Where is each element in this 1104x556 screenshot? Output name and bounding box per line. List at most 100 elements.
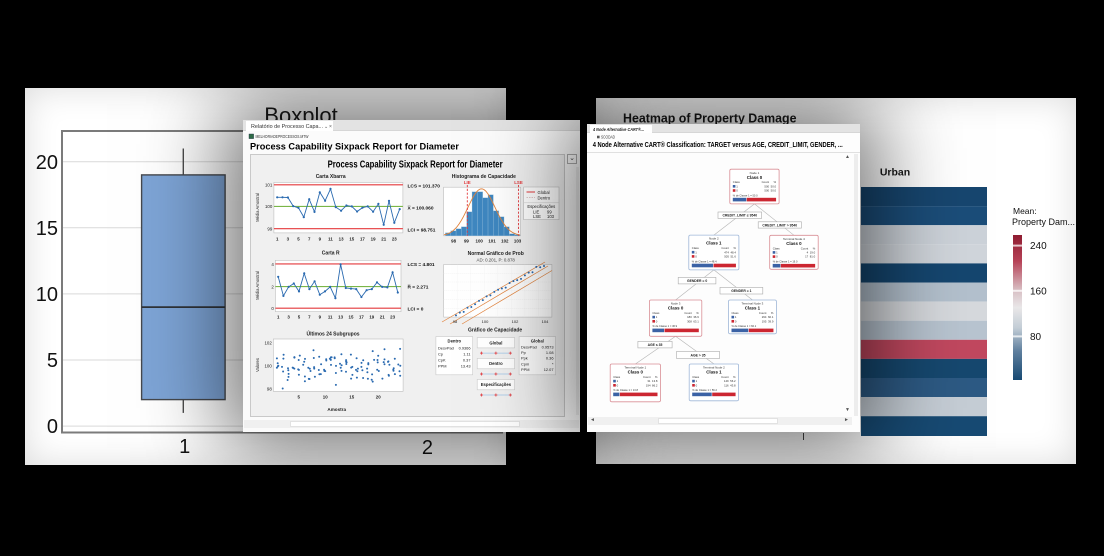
svg-text:17: 17 [805,255,809,259]
svg-text:1: 1 [776,251,778,255]
svg-text:PPM: PPM [438,364,446,369]
svg-text:AD: 0.201, P: 0.878: AD: 0.201, P: 0.878 [477,258,516,263]
svg-text:294: 294 [762,315,767,319]
svg-text:R̅ = 2.271: R̅ = 2.271 [407,284,429,291]
svg-text:308: 308 [687,319,692,323]
svg-text:1: 1 [277,315,280,320]
svg-text:0.9573: 0.9573 [542,345,554,350]
svg-text:Class 0: Class 0 [747,175,763,180]
svg-text:LIE: LIE [464,180,471,185]
svg-text:Dentro: Dentro [489,361,503,366]
svg-text:48.4: 48.4 [730,250,736,254]
svg-text:Terminal Node 3: Terminal Node 3 [741,302,763,306]
svg-text:4: 4 [807,251,809,255]
svg-text:Class 1: Class 1 [706,370,722,375]
svg-text:X̅ = 100.060: X̅ = 100.060 [407,204,434,211]
svg-text:CREDIT_LIMIT > 9540: CREDIT_LIMIT > 9540 [762,223,797,227]
svg-text:4: 4 [271,262,274,267]
svg-text:15: 15 [349,237,354,242]
svg-text:Node 1: Node 1 [750,171,760,175]
svg-text:Últimos 24 Subgrupos: Últimos 24 Subgrupos [306,331,359,338]
svg-text:Class 0: Class 0 [786,241,802,246]
svg-text:116: 116 [724,383,729,387]
svg-text:15: 15 [36,218,58,240]
svg-text:Count: Count [801,246,809,250]
svg-text:12.07: 12.07 [544,367,554,372]
svg-text:Process Capability Sixpack Rep: Process Capability Sixpack Report for Di… [250,142,460,152]
svg-text:Relatório de Processo Capa...: Relatório de Processo Capa... [251,124,323,130]
svg-text:%: % [774,180,777,184]
svg-text:0: 0 [656,319,658,323]
svg-text:Global: Global [531,339,544,344]
svg-text:0.36: 0.36 [546,356,554,361]
svg-text:1: 1 [736,184,738,188]
svg-text:160: 160 [1030,286,1047,297]
svg-text:Count: Count [721,246,729,250]
svg-text:240: 240 [1030,241,1047,252]
svg-text:Class 1: Class 1 [745,306,761,311]
svg-text:21: 21 [381,237,386,242]
svg-text:0: 0 [617,383,619,387]
svg-text:15: 15 [349,394,354,399]
svg-text:3: 3 [287,237,290,242]
svg-text:103: 103 [514,239,522,244]
svg-text:86.2: 86.2 [652,383,658,387]
svg-text:50.0: 50.0 [771,184,777,188]
svg-text:Ppk: Ppk [521,356,528,361]
svg-text:4 Node Alternative CART®...: 4 Node Alternative CART®... [592,127,644,132]
svg-text:%: % [733,246,736,250]
svg-text:1: 1 [735,315,737,319]
svg-text:13.8: 13.8 [652,379,658,383]
svg-text:Dentro: Dentro [538,195,551,200]
svg-text:Class: Class [692,375,700,379]
svg-text:% de Classe 1 = 60.1: % de Classe 1 = 60.1 [732,324,757,328]
svg-text:SCODAD: SCODAD [601,135,615,140]
svg-text:% de Classe 1 = 56.2: % de Classe 1 = 56.2 [692,388,717,392]
svg-text:101: 101 [265,183,273,188]
svg-text:7: 7 [308,237,311,242]
svg-text:Class: Class [732,311,740,315]
svg-text:101: 101 [488,239,496,244]
svg-text:Terminal Node 2: Terminal Node 2 [703,366,725,370]
svg-text:%: % [655,375,658,379]
svg-text:LCI = 0: LCI = 0 [408,307,424,313]
svg-text:100: 100 [476,239,484,244]
svg-text:0.9366: 0.9366 [459,346,471,351]
svg-text:36.9: 36.9 [693,315,699,319]
svg-text:Class: Class [733,180,741,184]
svg-text:13.43: 13.43 [461,364,471,369]
svg-text:DesvPad: DesvPad [438,346,454,351]
svg-text:% de Classe 1 = 13.8: % de Classe 1 = 13.8 [613,388,638,392]
svg-text:1: 1 [656,315,658,319]
svg-text:63.1: 63.1 [693,319,699,323]
svg-text:98: 98 [267,386,272,391]
svg-text:0: 0 [271,306,274,311]
svg-text:51.6: 51.6 [730,255,736,259]
svg-text:11: 11 [328,315,333,320]
svg-text:Global: Global [538,190,550,195]
svg-text:Gráfico de Capacidade: Gráfico de Capacidade [468,328,522,334]
svg-text:99: 99 [547,209,552,214]
svg-text:80: 80 [1030,332,1042,343]
svg-text:9: 9 [319,315,322,320]
svg-text:13: 13 [338,315,343,320]
svg-text:AGE ≤ 35: AGE ≤ 35 [648,343,663,347]
svg-text:1: 1 [179,436,190,458]
svg-text:180: 180 [687,315,692,319]
svg-text:CREDIT_LIMIT ≤ 9540: CREDIT_LIMIT ≤ 9540 [722,214,757,218]
svg-text:1: 1 [695,250,697,254]
svg-text:0: 0 [47,416,58,438]
svg-text:81.0: 81.0 [810,255,816,259]
svg-text:103: 103 [547,214,555,219]
svg-text:Cp: Cp [438,352,443,357]
svg-text:×: × [329,124,332,130]
svg-text:2: 2 [422,437,433,459]
svg-text:Class: Class [773,246,781,250]
svg-text:100: 100 [265,204,273,209]
svg-text:Média Amostral: Média Amostral [255,271,260,300]
svg-text:31: 31 [647,379,651,383]
svg-text:Node 3: Node 3 [671,302,681,306]
svg-text:0.37: 0.37 [463,358,471,363]
svg-text:10: 10 [36,284,58,306]
svg-text:DesvPad: DesvPad [521,345,537,350]
